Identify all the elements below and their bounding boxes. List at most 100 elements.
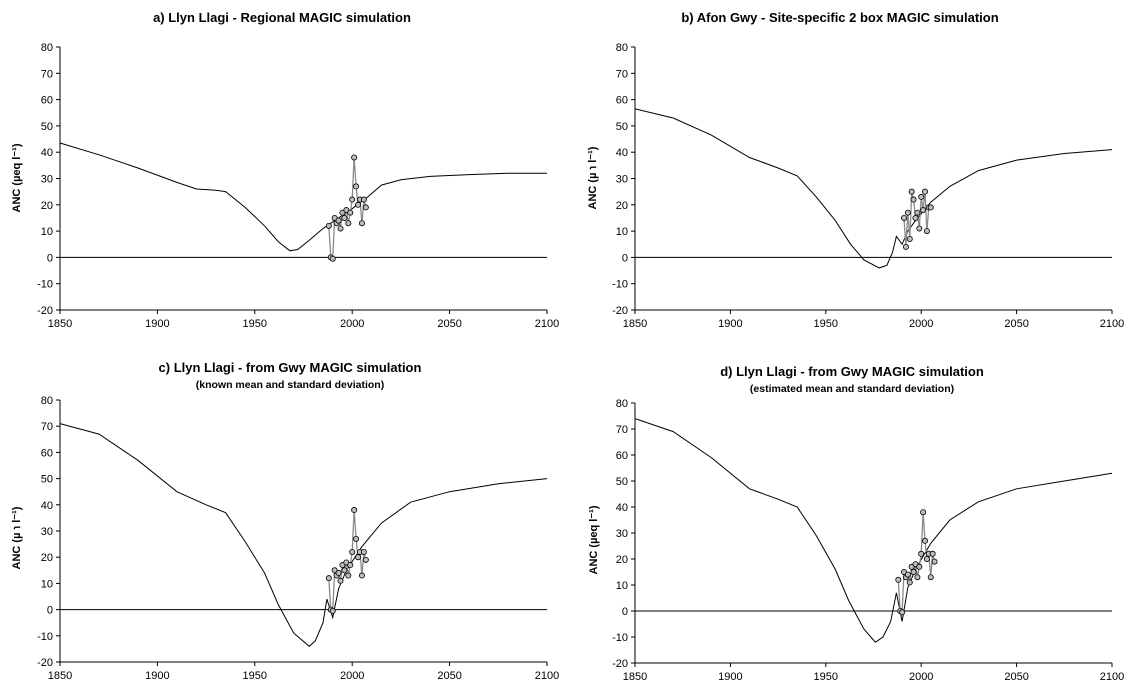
panel-d-x-tick-label: 1850 [623,671,647,683]
panel-a-observed-point [351,154,358,161]
panel-a-y-tick-label: 40 [41,147,53,159]
panel-c-x-tick-label: 2000 [340,670,364,682]
panel-d-x-tick-label: 2050 [1004,671,1028,683]
panel-c-observed-point [351,507,358,514]
panel-d-y-tick-label: -10 [612,632,628,644]
panel-a-x-tick-label: 1900 [145,318,169,330]
panel-c-y-tick-label: 40 [41,500,53,512]
panel-c-observed-point [325,575,332,582]
panel-d-observed-point [899,609,906,616]
panel-c-x-tick-label: 1850 [48,670,72,682]
panel-b-observed-point [918,193,925,200]
panel-b-observed-point [914,209,921,216]
panel-a-observed-point [360,196,367,203]
panel-c-observed-point [358,572,365,579]
panel-b-y-axis-label: ANC (µ ℩ l⁻¹) [587,146,599,209]
panel-d-title: d) Llyn Llagi - from Gwy MAGIC simulatio… [720,364,984,379]
panel-b-observed-point [916,225,923,232]
panel-a-y-tick-label: -10 [37,279,53,291]
panel-b-x-tick-label: 2100 [1100,318,1124,330]
panel-b-x-tick-label: 1850 [623,318,647,330]
panel-d-plot-area: -20 -10 0 10 20 30 40 50 60 70 80 1850 1900 1950 2000 2… [612,398,1124,683]
panel-d-y-tick-label: 30 [616,528,628,540]
panel-d-y-tick-label: 60 [616,450,628,462]
panel-c-x-tick-label: 2100 [535,670,559,682]
panel-a: a) Llyn Llagi - Regional MAGIC simulatio… [11,10,559,330]
panel-d-observed-point [927,574,934,581]
panel-c-observed-point [337,577,344,584]
panel-a-title: a) Llyn Llagi - Regional MAGIC simulatio… [153,10,411,25]
panel-b-observed-point [923,228,930,235]
panel-b-plot-area: -20 -10 0 10 20 30 40 50 60 70 80 1850 1900 1950 2000 2… [612,42,1124,330]
panel-d-y-tick-label: 40 [616,502,628,514]
panel-c-y-tick-label: 50 [41,474,53,486]
panel-c-observed-point [349,548,356,555]
panel-c-simulated-line [59,423,548,647]
panel-b-x-tick-label: 2000 [909,318,933,330]
panel-c-plot-area: -20 -10 0 10 20 30 40 50 60 70 80 1850 1900 1950 2000 2… [37,395,559,682]
panel-a-observed-point [325,222,332,229]
panel-b-y-tick-label: -10 [612,279,628,291]
panel-d-y-tick-label: 0 [622,606,628,618]
panel-b-observed-point [906,235,913,242]
panel-d: d) Llyn Llagi - from Gwy MAGIC simulatio… [588,364,1124,683]
panel-d-subtitle: (estimated mean and standard deviation) [750,383,954,395]
panel-c-y-tick-label: -20 [37,657,53,669]
panel-b-x-tick-label: 1950 [814,318,838,330]
panel-d-observed-point [929,550,936,557]
panel-b-y-tick-label: 20 [616,200,628,212]
panel-c-y-tick-label: 0 [47,605,53,617]
panel-d-observed-point [920,509,927,516]
panel-d-x-tick-label: 2000 [909,671,933,683]
panel-d-y-tick-label: 10 [616,580,628,592]
panel-c-x-tick-label: 2050 [437,670,461,682]
panel-a-observed-point [362,204,369,211]
panel-d-y-tick-label: 20 [616,554,628,566]
panel-b-observed-point [920,207,927,214]
panel-a-observed-point [329,255,336,262]
panel-a-y-tick-label: 70 [41,68,53,80]
panel-a-y-axis-label: ANC (µeq l⁻¹) [11,143,23,212]
panel-b-observed-point [901,214,908,221]
panel-b-title: b) Afon Gwy - Site-specific 2 box MAGIC … [681,10,998,25]
panel-a-y-tick-label: 0 [47,252,53,264]
panel-c-y-tick-label: 30 [41,526,53,538]
panel-a-y-tick-label: 60 [41,95,53,107]
panel-c-observed-point [341,567,348,574]
panel-d-observed-point [910,569,917,576]
panel-b-observed-point [910,196,917,203]
panel-c-observed-point [347,562,354,569]
panel-c-subtitle: (known mean and standard deviation) [196,379,384,391]
panel-b-y-tick-label: 10 [616,226,628,238]
panel-d-x-tick-label: 2100 [1100,671,1124,683]
panel-b-observed-point [912,214,919,221]
panel-a-y-tick-label: 20 [41,200,53,212]
panel-b-x-tick-label: 1900 [718,318,742,330]
panel-b-y-tick-label: 40 [616,147,628,159]
panel-c-x-tick-label: 1950 [243,670,267,682]
panel-d-y-tick-label: 50 [616,476,628,488]
panel-c-observed-point [345,572,352,579]
panel-d-observed-point [916,563,923,570]
panel-a-x-tick-label: 2050 [437,318,461,330]
panel-a-observed-point [335,217,342,224]
panel-c-x-tick-label: 1900 [145,670,169,682]
panel-d-simulated-line [634,418,1113,643]
panel-b-y-tick-label: 0 [622,252,628,264]
panel-b-observed-point [922,188,929,195]
panel-a-y-tick-label: 10 [41,226,53,238]
panel-d-x-tick-label: 1950 [814,671,838,683]
panel-a-observed-point [341,214,348,221]
panel-a-y-tick-label: -20 [37,305,53,317]
panel-c-y-tick-label: 70 [41,421,53,433]
panel-b-observed-point [927,204,934,211]
panel-d-y-tick-label: 70 [616,424,628,436]
panel-a-observed-point [349,196,356,203]
panel-c-y-tick-label: 20 [41,552,53,564]
panel-c-observed-point [362,556,369,563]
panel-b-x-tick-label: 2050 [1004,318,1028,330]
panel-c-y-tick-label: 10 [41,578,53,590]
panel-c-observed-point [329,607,336,614]
panel-d-observed-point [895,576,902,583]
panel-a-simulated-line [59,142,547,252]
